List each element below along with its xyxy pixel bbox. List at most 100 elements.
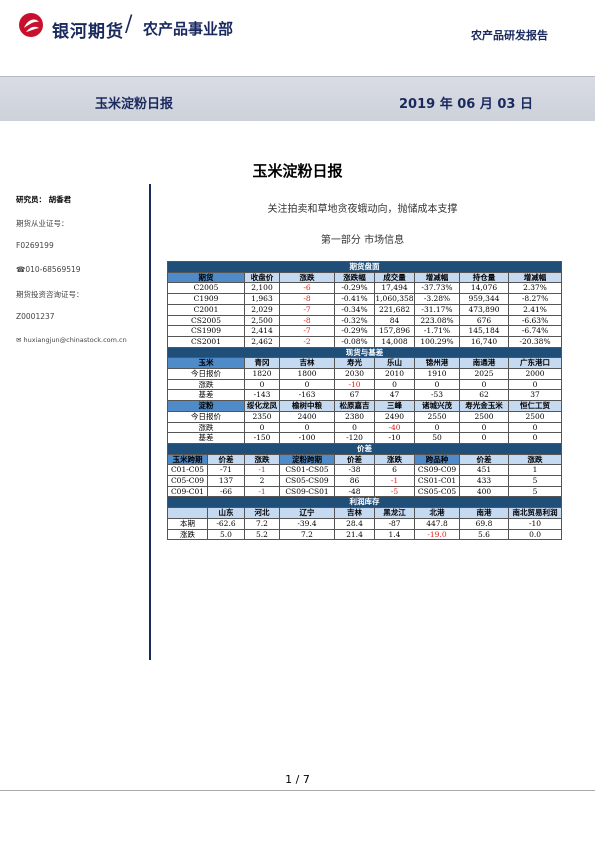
row-label: 涨跌 <box>167 378 245 391</box>
corn-price-row: 今日报价 1820 1800 2030 2010 1910 2025 2000 <box>167 368 563 380</box>
contract-cell: CS1909 <box>167 325 245 337</box>
futures-header-row: 期货 收盘价 涨跌 涨跌幅 成交量 增减幅 持仓量 增减幅 <box>167 271 563 284</box>
value-cell: 0 <box>507 432 563 444</box>
cert-label: 期货从业证号： <box>16 219 69 228</box>
spread-value: -38 <box>334 464 375 477</box>
value-cell: 2490 <box>374 410 415 423</box>
value-cell: 67 <box>334 389 375 402</box>
change-pct-cell: -0.34% <box>334 303 375 316</box>
futures-col-header: 涨跌幅 <box>334 271 375 284</box>
value-cell: -87 <box>374 517 415 530</box>
oi-change-cell: -20.38% <box>507 335 563 348</box>
spread-col-header: 价差 <box>459 453 509 466</box>
close-cell: 1,963 <box>244 293 280 305</box>
consult-number: Z0001237 <box>16 312 55 321</box>
profit-col-header: 山东 <box>207 507 245 519</box>
band-title: 玉米淀粉日报 <box>95 97 174 112</box>
value-cell: 2380 <box>334 410 375 423</box>
futures-row: CS1909 2,414 -7 -0.29% 157,896 -1.71% 14… <box>167 325 563 337</box>
value-cell: -100 <box>279 432 335 444</box>
corn-col-header: 玉米 <box>167 357 245 370</box>
value-cell: -143 <box>244 389 280 402</box>
profit-col-header: 吉林 <box>334 507 375 519</box>
row-label: 基差 <box>167 432 245 444</box>
volume-change-cell: -37.73% <box>414 282 460 295</box>
value-cell: 47 <box>374 389 415 402</box>
value-cell: 2500 <box>507 410 563 423</box>
value-cell: -10 <box>334 378 375 391</box>
department-name: 农产品事业部 <box>143 20 234 38</box>
value-cell: 0 <box>374 378 415 391</box>
spread-value: 400 <box>459 485 509 498</box>
value-cell: 21.4 <box>334 528 375 541</box>
brand-name: 银河期货 <box>52 22 124 42</box>
value-cell: 0 <box>414 421 460 434</box>
value-cell: 0 <box>459 432 509 444</box>
change-cell: -8 <box>279 314 335 327</box>
row-label: 今日报价 <box>167 368 245 380</box>
profit-section-header: 利润库存 <box>166 496 563 509</box>
spread-change: 5 <box>507 485 563 498</box>
futures-row: CS2005 2,500 -8 -0.32% 84 223.08% 676 -6… <box>167 314 563 327</box>
spread-col-header: 涨跌 <box>374 453 415 466</box>
profit-col-header: 黑龙江 <box>374 507 415 519</box>
value-cell: -53 <box>414 389 460 402</box>
galaxy-logo-icon <box>19 13 43 37</box>
spread-row: C09-C01 -66 -1 CS09-CS01 -48 -5 CS05-C05… <box>167 485 563 498</box>
value-cell: 0 <box>459 378 509 391</box>
close-cell: 2,029 <box>244 303 280 316</box>
value-cell: -62.6 <box>207 517 245 530</box>
spread-pair: C05-C09 <box>167 475 208 487</box>
value-cell: 0 <box>279 378 335 391</box>
futures-col-header: 涨跌 <box>279 271 335 284</box>
value-cell: 1910 <box>414 368 460 380</box>
futures-col-header: 期货 <box>167 271 245 284</box>
profit-header-row: 山东 河北 辽宁 吉林 黑龙江 北港 南港 南北贸易利润 <box>167 507 563 519</box>
oi-cell: 473,890 <box>459 303 509 316</box>
contract-cell: C1909 <box>167 293 245 305</box>
row-label: 基差 <box>167 389 245 402</box>
volume-change-cell: -31.17% <box>414 303 460 316</box>
futures-col-header: 收盘价 <box>244 271 280 284</box>
spread-col-header: 涨跌 <box>507 453 563 466</box>
starch-col-header: 诸城兴茂 <box>414 400 460 412</box>
spread-pair: CS05-CS09 <box>279 475 335 487</box>
close-cell: 2,100 <box>244 282 280 295</box>
change-pct-cell: -0.32% <box>334 314 375 327</box>
spread-value: 433 <box>459 475 509 487</box>
starch-col-header: 恒仁工贸 <box>507 400 563 412</box>
futures-row: C2001 2,029 -7 -0.34% 221,682 -31.17% 47… <box>167 303 563 316</box>
section-heading: 第一部分 市场信息 <box>320 235 405 246</box>
value-cell: 37 <box>507 389 563 402</box>
value-cell: -10 <box>507 517 563 530</box>
value-cell: 0.0 <box>507 528 563 541</box>
spread-col-header: 淀粉跨期 <box>279 453 335 466</box>
value-cell: 0 <box>507 378 563 391</box>
spread-change: -5 <box>374 485 415 498</box>
spread-pair: C09-C01 <box>167 485 208 498</box>
profit-col-header: 北港 <box>414 507 460 519</box>
starch-header-row: 淀粉 绥化龙凤 榆树中粮 松原嘉吉 三峰 诸城兴茂 寿光金玉米 恒仁工贸 <box>167 400 563 412</box>
row-label: 涨跌 <box>167 421 245 434</box>
value-cell: 447.8 <box>414 517 460 530</box>
futures-col-header: 增减幅 <box>414 271 460 284</box>
row-label: 今日报价 <box>167 410 245 423</box>
value-cell: 62 <box>459 389 509 402</box>
row-label: 涨跌 <box>167 528 208 541</box>
oi-cell: 676 <box>459 314 509 327</box>
spread-col-header: 跨品种 <box>414 453 460 466</box>
value-cell: 0 <box>507 421 563 434</box>
value-cell: 2500 <box>459 410 509 423</box>
value-cell: -120 <box>334 432 375 444</box>
starch-col-header: 绥化龙凤 <box>244 400 280 412</box>
spread-header-row: 玉米跨期 价差 涨跌 淀粉跨期 价差 涨跌 跨品种 价差 涨跌 <box>167 453 563 466</box>
change-cell: -7 <box>279 303 335 316</box>
volume-cell: 221,682 <box>374 303 415 316</box>
starch-change-row: 涨跌 0 0 0 -40 0 0 0 <box>167 421 563 434</box>
value-cell: 2025 <box>459 368 509 380</box>
corn-col-header: 寿光 <box>334 357 375 370</box>
spread-change: 2 <box>244 475 280 487</box>
change-pct-cell: -0.29% <box>334 325 375 337</box>
futures-section-header: 期货盘面 <box>166 261 563 273</box>
value-cell: -163 <box>279 389 335 402</box>
